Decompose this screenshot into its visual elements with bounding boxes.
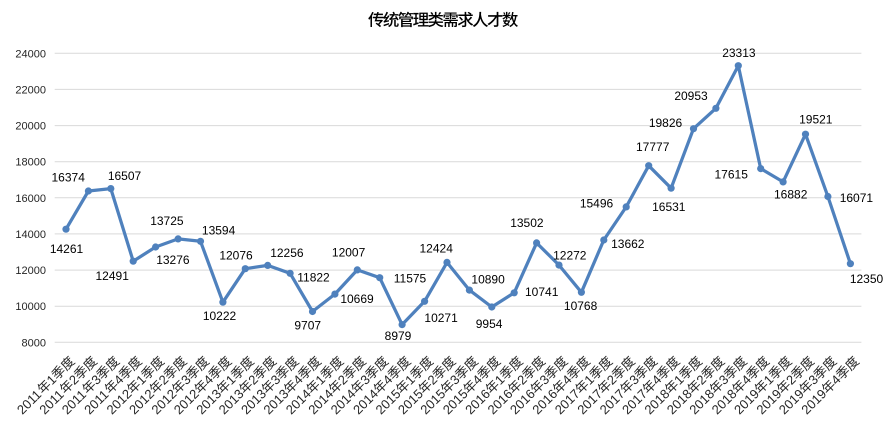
svg-text:12000: 12000: [15, 265, 46, 277]
svg-text:24000: 24000: [15, 48, 46, 60]
svg-text:10222: 10222: [203, 309, 237, 323]
svg-text:10768: 10768: [564, 299, 598, 313]
svg-text:15496: 15496: [580, 196, 614, 210]
svg-text:12272: 12272: [553, 249, 587, 263]
svg-text:18000: 18000: [15, 157, 46, 169]
svg-text:16000: 16000: [15, 193, 46, 205]
svg-text:12256: 12256: [270, 246, 304, 260]
svg-text:16507: 16507: [108, 169, 142, 183]
svg-text:16071: 16071: [840, 191, 874, 205]
svg-text:13594: 13594: [202, 224, 236, 238]
svg-text:23313: 23313: [722, 46, 756, 60]
svg-text:12007: 12007: [332, 246, 366, 260]
svg-text:14000: 14000: [15, 229, 46, 241]
svg-text:14261: 14261: [50, 242, 84, 256]
svg-text:8979: 8979: [385, 329, 412, 343]
svg-text:9707: 9707: [294, 319, 321, 333]
svg-text:12076: 12076: [219, 249, 253, 263]
svg-text:12350: 12350: [850, 272, 884, 286]
svg-text:10000: 10000: [15, 301, 46, 313]
svg-text:16374: 16374: [52, 171, 86, 185]
svg-text:17615: 17615: [715, 168, 749, 182]
svg-text:8000: 8000: [22, 337, 46, 349]
svg-text:13662: 13662: [611, 237, 645, 251]
svg-text:13276: 13276: [156, 253, 190, 267]
svg-text:19826: 19826: [649, 116, 683, 130]
svg-text:20953: 20953: [674, 89, 708, 103]
svg-text:12491: 12491: [96, 269, 130, 283]
svg-text:17777: 17777: [636, 140, 670, 154]
svg-text:10271: 10271: [424, 311, 458, 325]
svg-text:11822: 11822: [297, 270, 330, 284]
svg-text:10669: 10669: [340, 292, 374, 306]
svg-text:22000: 22000: [15, 84, 46, 96]
svg-text:9954: 9954: [476, 317, 503, 331]
svg-text:16882: 16882: [774, 187, 808, 201]
svg-text:10741: 10741: [525, 285, 559, 299]
svg-text:13502: 13502: [510, 216, 544, 230]
svg-text:19521: 19521: [799, 113, 833, 127]
svg-text:13725: 13725: [150, 214, 184, 228]
svg-text:12424: 12424: [420, 241, 454, 255]
svg-text:10890: 10890: [471, 273, 505, 287]
svg-text:11575: 11575: [394, 271, 427, 285]
svg-text:16531: 16531: [652, 200, 686, 214]
svg-text:20000: 20000: [15, 121, 46, 133]
